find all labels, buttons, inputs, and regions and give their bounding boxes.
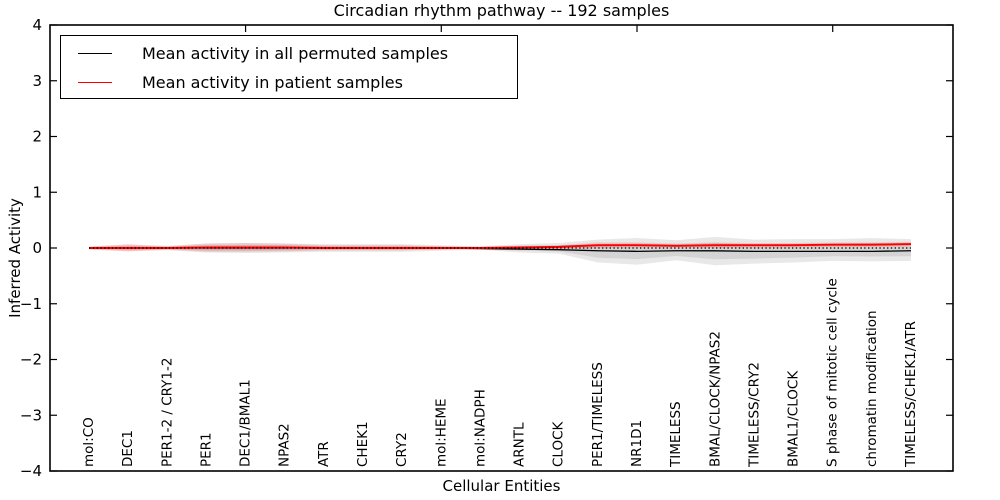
y-tick-label: 4	[32, 16, 42, 34]
legend-line-permuted-sample	[78, 52, 112, 55]
x-tick-label: mol:HEME	[433, 398, 449, 467]
y-tick-label: −1	[20, 295, 42, 313]
x-tick-label: CRY2	[394, 432, 410, 467]
x-tick-label: NR1D1	[629, 420, 645, 467]
x-tick-label: mol:CO	[81, 417, 97, 467]
x-tick-label: TIMELESS/CHEK1/ATR	[903, 321, 919, 468]
x-tick-label: CLOCK	[551, 420, 567, 467]
legend-label-patient: Mean activity in patient samples	[142, 73, 403, 92]
plot-frame	[49, 24, 954, 472]
x-tick-label: PER1-2 / CRY1-2	[159, 358, 175, 467]
legend-line-patient-sample	[78, 81, 112, 84]
y-tick-label: −2	[20, 351, 42, 369]
y-axis-label: Inferred Activity	[6, 198, 24, 318]
x-tick-label: NPAS2	[277, 423, 293, 467]
x-tick-label: CHEK1	[355, 421, 371, 467]
legend: Mean activity in all permuted samples Me…	[60, 35, 518, 99]
legend-item-permuted: Mean activity in all permuted samples	[78, 39, 517, 68]
x-tick-label: DEC1	[120, 430, 136, 467]
x-tick-label: BMAL/CLOCK/NPAS2	[707, 331, 723, 467]
y-tick-label: −3	[20, 406, 42, 424]
y-tick-label: −4	[20, 462, 42, 480]
y-tick-label: 3	[32, 72, 42, 90]
legend-item-patient: Mean activity in patient samples	[78, 68, 517, 97]
y-tick-label: 0	[32, 239, 42, 257]
chart-title: Circadian rhythm pathway -- 192 samples	[333, 1, 670, 20]
permuted-std-band	[89, 236, 911, 266]
line-layer	[89, 243, 912, 252]
x-tick-label: ARNTL	[512, 422, 528, 467]
x-tick-label: PER1	[198, 432, 214, 467]
x-tick-label: PER1/TIMELESS	[590, 362, 606, 467]
x-tick-label: TIMELESS	[668, 401, 684, 468]
x-tick-label: DEC1/BMAL1	[238, 379, 254, 467]
legend-label-permuted: Mean activity in all permuted samples	[142, 44, 449, 63]
y-tick-label: 1	[32, 183, 42, 201]
x-tick-label: mol:NADPH	[472, 389, 488, 467]
x-tick-label: BMAL1/CLOCK	[786, 370, 802, 467]
x-tick-label: chromatin modification	[864, 310, 880, 467]
x-tick-label: S phase of mitotic cell cycle	[825, 278, 841, 467]
tick-layer: 4 3 2 1 0 −1 −2 −3 −4 mol:CO DEC1 PER1-2 / CRY1-2 PE…	[20, 16, 953, 480]
x-tick-label: TIMELESS/CRY2	[746, 362, 762, 468]
x-axis-label: Cellular Entities	[442, 477, 561, 495]
x-tick-label: ATR	[316, 441, 332, 467]
y-tick-label: 2	[32, 128, 42, 146]
